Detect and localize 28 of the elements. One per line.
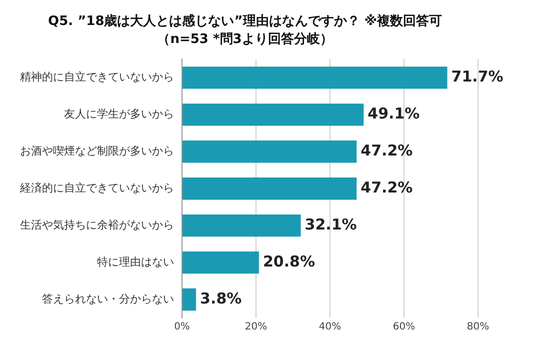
data-label: 47.2% — [360, 178, 413, 196]
y-tick-label: 生活や気持ちに余裕がないから — [20, 218, 174, 232]
y-tick-label: 精神的に自立できていないから — [20, 70, 174, 84]
bar — [182, 66, 448, 89]
data-label: 32.1% — [304, 215, 357, 234]
y-tick-label: お酒や喫煙など制限が多いから — [20, 144, 174, 158]
y-tick-label: 特に理由はない — [97, 255, 174, 268]
chart-subtitle: （n=53 *問3より回答分岐） — [157, 32, 333, 47]
y-tick-label: 友人に学生が多いから — [64, 108, 174, 121]
x-tick-label: 40% — [318, 322, 342, 333]
bar — [182, 140, 357, 163]
y-tick-label: 答えられない・分からない — [42, 292, 174, 306]
bar — [182, 288, 196, 311]
bar — [182, 178, 357, 200]
data-label: 47.2% — [360, 142, 413, 160]
x-tick-label: 80% — [466, 322, 490, 333]
bar — [182, 251, 259, 274]
bar — [182, 104, 364, 126]
data-label: 20.8% — [262, 252, 316, 270]
x-tick-label: 60% — [392, 322, 416, 333]
data-label: 71.7% — [451, 68, 504, 86]
y-tick-label: 経済的に自立できていないから — [19, 181, 174, 194]
x-tick-label: 20% — [244, 322, 268, 333]
x-tick-label: 0% — [174, 322, 190, 333]
chart-title: Q5. ”18歳は大人とは感じない”理由はなんですか？ ※複数回答可 — [48, 13, 442, 30]
data-label: 3.8% — [200, 289, 242, 308]
bar — [182, 214, 301, 237]
data-label: 49.1% — [368, 104, 420, 123]
